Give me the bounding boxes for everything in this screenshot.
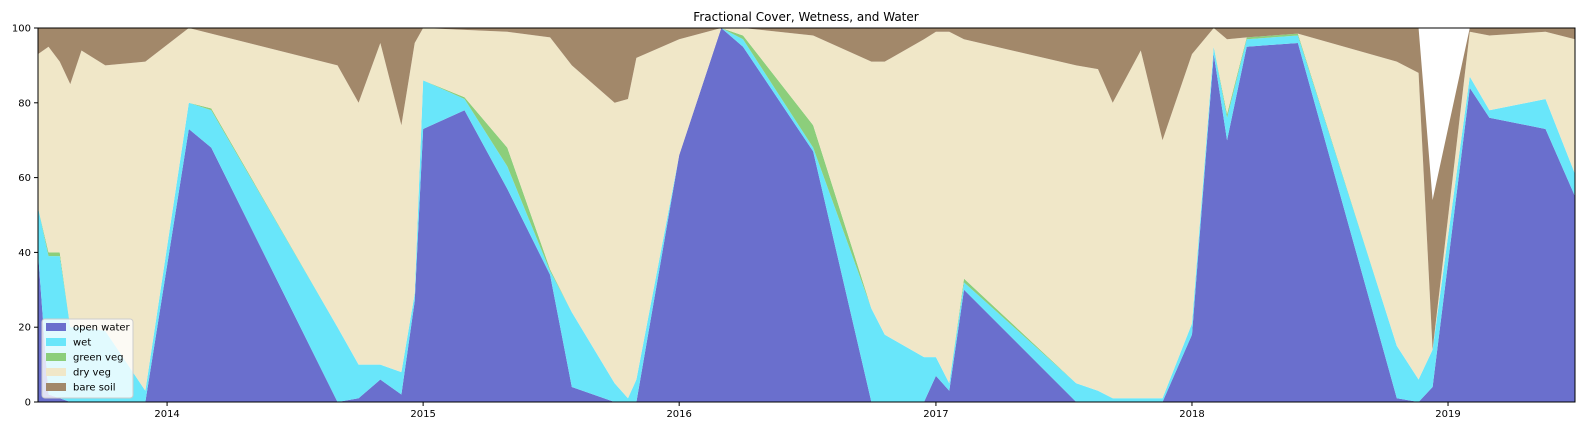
legend: open water wet green veg dry veg bare soil xyxy=(41,318,134,399)
legend-swatch-wet xyxy=(46,338,66,346)
chart-title: Fractional Cover, Wetness, and Water xyxy=(693,10,918,24)
legend-label-dry-veg: dry veg xyxy=(73,368,111,379)
x-axis: 2014 2015 2016 2017 2018 2019 xyxy=(154,402,1461,420)
y-tick-label-20: 20 xyxy=(18,323,31,334)
legend-label-bare-soil: bare soil xyxy=(73,383,116,394)
x-tick-label-2017: 2017 xyxy=(923,409,948,420)
x-tick-label-2019: 2019 xyxy=(1435,409,1460,420)
area-wet xyxy=(38,28,1575,402)
x-tick-label-2016: 2016 xyxy=(666,409,691,420)
area-series-group xyxy=(38,28,1575,402)
x-tick-label-2014: 2014 xyxy=(154,409,179,420)
x-tick-label-2018: 2018 xyxy=(1179,409,1204,420)
legend-swatch-open-water xyxy=(46,323,66,331)
y-tick-label-60: 60 xyxy=(18,173,31,184)
y-axis: 0 20 40 60 80 100 xyxy=(12,24,38,409)
plot-frame xyxy=(37,27,1576,403)
y-tick-label-80: 80 xyxy=(18,98,31,109)
y-tick-label-0: 0 xyxy=(25,398,31,409)
y-tick-label-40: 40 xyxy=(18,248,31,259)
area-dry-veg xyxy=(38,28,1575,399)
legend-swatch-green-veg xyxy=(46,353,66,361)
legend-label-green-veg: green veg xyxy=(73,353,123,364)
legend-swatch-dry-veg xyxy=(46,368,66,376)
area-open-water xyxy=(38,28,1575,402)
legend-label-open-water: open water xyxy=(73,323,131,334)
y-tick-label-100: 100 xyxy=(12,24,31,35)
legend-swatch-bare-soil xyxy=(46,383,66,391)
legend-label-wet: wet xyxy=(73,338,91,349)
x-tick-label-2015: 2015 xyxy=(410,409,435,420)
